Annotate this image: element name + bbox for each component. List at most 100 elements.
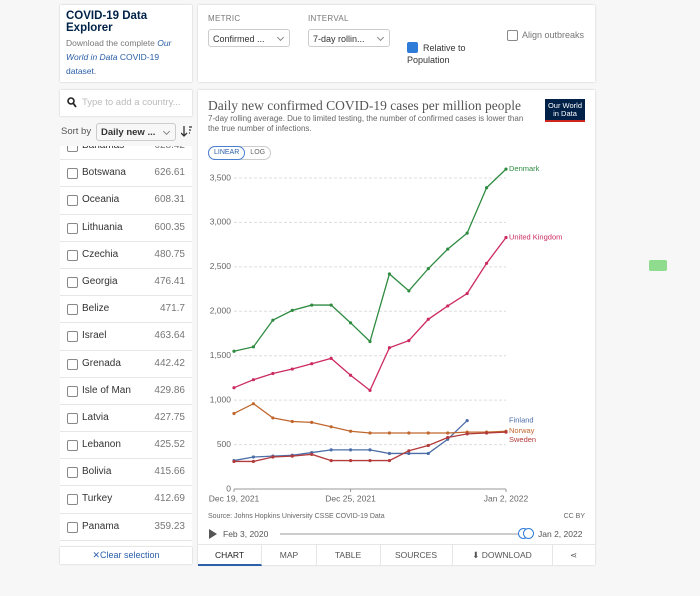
country-row[interactable]: Germany339.08	[60, 541, 192, 546]
share-button[interactable]: ⋖	[569, 550, 578, 560]
data-point	[368, 339, 372, 344]
checkbox[interactable]	[67, 168, 78, 180]
metric-label: METRIC	[208, 14, 241, 23]
link[interactable]: Our World in Data	[66, 38, 172, 62]
checkbox[interactable]	[67, 304, 78, 316]
checkbox[interactable]	[67, 276, 78, 288]
data-point	[368, 448, 372, 452]
checkbox[interactable]	[67, 249, 78, 261]
country-row[interactable]: Grenada 442.42	[60, 351, 192, 378]
list-inner: Bahamas 628.42 Botswana 626.61 Oceania 608.31…	[60, 146, 192, 546]
country-row[interactable]: Czechia 480.75	[60, 242, 192, 269]
relative-label: Relative to Population	[407, 43, 466, 65]
country-name: Israel	[82, 330, 107, 342]
country-row[interactable]: Turkey 412.69	[60, 486, 192, 514]
country-row[interactable]: Bolivia 415.66	[60, 459, 192, 487]
relative-checkbox[interactable]	[407, 42, 418, 53]
data-point	[329, 303, 333, 307]
series-line	[233, 168, 507, 352]
series-line	[233, 402, 507, 434]
tab[interactable]: MAP	[262, 545, 317, 566]
country-name: Bahamas	[82, 146, 124, 151]
country-row[interactable]: Oceania 608.31	[60, 187, 192, 215]
data-point	[348, 448, 353, 452]
country-row[interactable]: Georgia 476.41	[60, 269, 192, 297]
clear-selection[interactable]: ✕Clear selection	[60, 547, 192, 564]
sort-select[interactable]: Daily new ...	[96, 123, 176, 141]
checkbox[interactable]	[67, 494, 78, 506]
timeline-track[interactable]	[280, 533, 525, 535]
country-name: Czechia	[82, 248, 119, 260]
scale-button[interactable]: LINEAR	[208, 146, 246, 160]
chart: 0 500 1,000 1,500 2,000 2,500 3,000 3,500 Dec 19…	[209, 164, 563, 503]
x-tick-label: Dec 19, 2021	[209, 493, 260, 503]
scale-button[interactable]: LOG	[250, 149, 266, 156]
country-value: 463.64	[154, 330, 185, 342]
country-row[interactable]: Lebanon 425.52	[60, 432, 192, 460]
search-placeholder: Type to add a country...	[82, 97, 181, 108]
country-value: 427.75	[154, 411, 185, 423]
play-button[interactable]	[208, 529, 218, 539]
search-box[interactable]: Type to add a country...	[60, 90, 192, 116]
country-value: 608.31	[154, 194, 185, 206]
country-name: Lebanon	[82, 439, 121, 451]
app-title: COVID-19 Data Explorer	[66, 10, 148, 34]
country-name: Bolivia	[82, 466, 112, 478]
tab[interactable]: CHART	[198, 545, 262, 566]
data-point	[387, 431, 392, 435]
tab[interactable]: TABLE	[316, 545, 381, 566]
checkbox[interactable]	[67, 467, 78, 479]
align-checkbox[interactable]	[507, 30, 518, 41]
country-name: Botswana	[82, 167, 126, 179]
data-point	[329, 448, 333, 452]
country-list: Bahamas 628.42 Botswana 626.61 Oceania 608.31…	[60, 146, 192, 546]
country-row[interactable]: Israel 463.64	[60, 323, 192, 351]
scale-toggle: LINEAR LOG	[208, 146, 272, 160]
data-point	[271, 318, 275, 322]
interval-select[interactable]: 7-day rollin...	[308, 29, 390, 47]
country-row[interactable]: Panama 359.23	[60, 514, 192, 541]
country-value: 480.75	[154, 248, 185, 260]
checkbox[interactable]	[67, 521, 78, 533]
controls-card: METRIC Confirmed ... INTERVAL 7-day roll…	[198, 5, 595, 82]
y-tick-label: 1,500	[210, 350, 232, 360]
checkbox[interactable]	[67, 440, 78, 452]
data-point	[232, 349, 236, 353]
checkbox[interactable]	[67, 412, 78, 424]
data-point	[407, 431, 411, 435]
country-name: Georgia	[82, 275, 118, 287]
country-name: Latvia	[82, 411, 109, 423]
country-row[interactable]: Lithuania 600.35	[60, 215, 192, 242]
data-point	[310, 303, 314, 307]
checkbox[interactable]	[67, 385, 78, 397]
checkbox[interactable]	[67, 146, 78, 152]
country-row[interactable]: Isle of Man 429.86	[60, 378, 192, 405]
data-point	[426, 431, 430, 435]
link[interactable]: COVID-19 dataset	[66, 52, 160, 76]
country-value: 626.61	[154, 167, 185, 179]
checkbox[interactable]	[67, 195, 78, 207]
data-point	[387, 346, 392, 350]
data-point	[387, 458, 392, 463]
country-name: Lithuania	[82, 221, 123, 233]
metric-select[interactable]: Confirmed ...	[208, 29, 290, 47]
country-row[interactable]: Bahamas 628.42	[60, 146, 192, 161]
tab[interactable]: SOURCES	[380, 545, 453, 566]
tab-text: DOWNLOAD	[481, 550, 532, 560]
country-value: 415.66	[154, 466, 185, 478]
series-line	[234, 431, 507, 463]
checkbox[interactable]	[67, 222, 78, 234]
tab[interactable]: ⬇ DOWNLOAD	[452, 545, 553, 566]
country-row[interactable]: Belize 471.7	[60, 296, 192, 324]
timeline-handle[interactable]	[523, 528, 534, 539]
checkbox[interactable]	[67, 331, 78, 343]
data-point	[504, 430, 508, 434]
sort-icon[interactable]	[181, 126, 192, 137]
data-point	[465, 291, 469, 296]
data-point	[484, 431, 489, 435]
checkbox[interactable]	[67, 358, 78, 370]
data-point	[310, 362, 314, 366]
country-row[interactable]: Latvia 427.75	[60, 405, 192, 433]
country-row[interactable]: Botswana 626.61	[60, 160, 192, 188]
data-point	[290, 454, 294, 458]
